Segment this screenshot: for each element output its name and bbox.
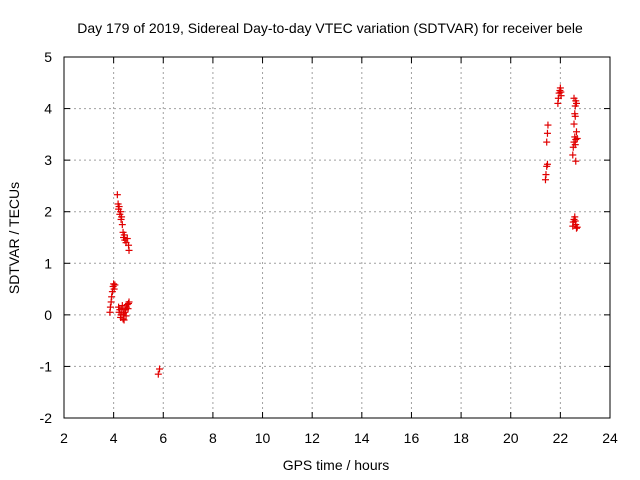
y-tick-label: 1 (44, 255, 52, 271)
data-point (125, 298, 133, 306)
data-point (543, 138, 551, 146)
x-tick-label: 20 (503, 430, 519, 446)
data-point (118, 221, 126, 229)
x-axis-label: GPS time / hours (283, 457, 390, 473)
data-point (156, 365, 164, 373)
data-point (572, 128, 580, 136)
data-point (123, 235, 131, 243)
data-point (542, 171, 550, 179)
x-tick-label: 22 (553, 430, 569, 446)
data-point (571, 112, 579, 120)
data-point (570, 94, 578, 102)
data-point (573, 223, 581, 231)
data-point (118, 302, 126, 310)
data-point (557, 92, 565, 100)
y-axis: -2 -1 0 1 2 3 4 5 (40, 49, 610, 426)
chart-title: Day 179 of 2019, Sidereal Day-to-day VTE… (77, 20, 583, 36)
data-point (106, 303, 114, 311)
data-point (117, 208, 125, 216)
x-tick-label: 12 (304, 430, 320, 446)
data-point (572, 224, 580, 232)
x-tick-label: 6 (159, 430, 167, 446)
data-point (544, 121, 552, 129)
data-point (572, 157, 580, 165)
y-tick-label: -1 (40, 358, 53, 374)
data-point (113, 191, 121, 199)
x-tick-label: 24 (602, 430, 618, 446)
x-axis: 2 4 6 8 10 12 14 16 18 20 22 24 (60, 57, 618, 446)
x-tick-label: 4 (110, 430, 118, 446)
y-tick-label: 3 (44, 152, 52, 168)
x-tick-label: 18 (453, 430, 469, 446)
data-point (110, 285, 118, 293)
x-tick-label: 2 (60, 430, 68, 446)
data-point (154, 370, 162, 378)
data-point (543, 160, 551, 168)
x-tick-label: 8 (209, 430, 217, 446)
data-point (111, 281, 119, 289)
y-axis-label: SDTVAR / TECUs (6, 182, 22, 294)
data-point (569, 151, 577, 159)
data-point (118, 213, 126, 221)
plot-frame (63, 56, 611, 419)
data-point (120, 316, 128, 324)
data-series (106, 84, 581, 378)
x-tick-label: 16 (404, 430, 420, 446)
data-point (573, 134, 581, 142)
data-point (570, 120, 578, 128)
data-point (572, 99, 580, 107)
y-tick-label: -2 (40, 410, 53, 426)
data-point (108, 293, 116, 301)
data-point (572, 136, 580, 144)
y-tick-label: 4 (44, 101, 52, 117)
y-tick-label: 5 (44, 49, 52, 65)
data-point (122, 312, 130, 320)
y-tick-label: 2 (44, 204, 52, 220)
data-point (115, 203, 123, 211)
y-tick-label: 0 (44, 307, 52, 323)
grid (64, 57, 610, 418)
x-tick-label: 10 (255, 430, 271, 446)
data-point (543, 129, 551, 137)
x-tick-label: 14 (354, 430, 370, 446)
data-point (125, 246, 133, 254)
